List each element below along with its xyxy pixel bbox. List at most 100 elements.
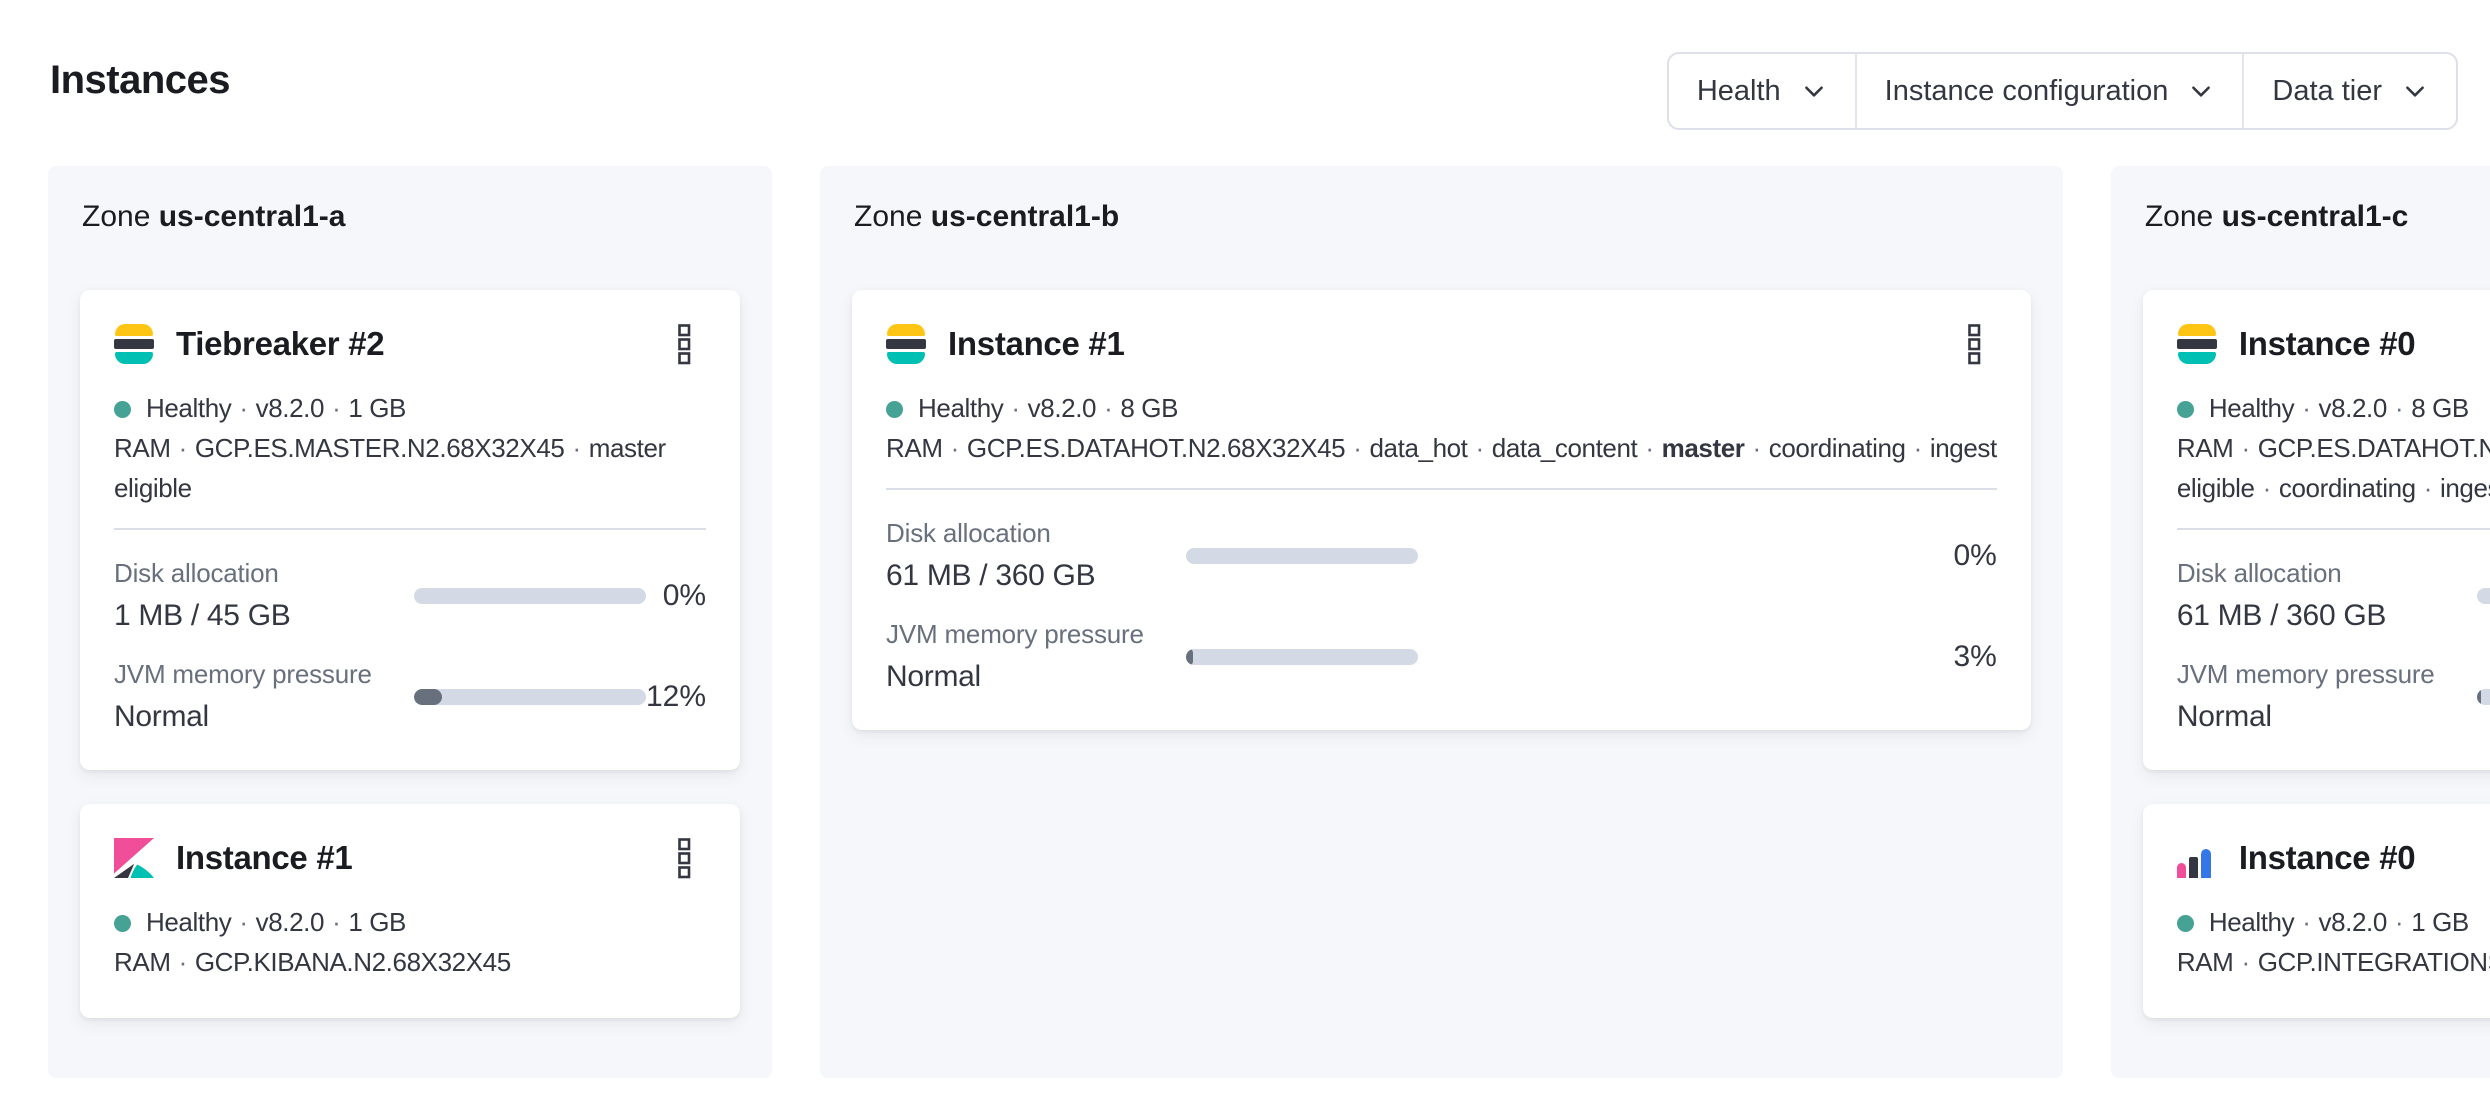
status-segment: 1 GB RAM [114, 393, 406, 463]
elasticsearch-logo-icon [114, 324, 154, 364]
filter-data-tier-button[interactable]: Data tier [2242, 54, 2456, 128]
instance-title: Instance #0 [2238, 839, 2416, 876]
instance-status: Healthy · v8.2.0 · 1 GB RAM · GCP.KIBANA.N2.68… [114, 907, 511, 977]
instance-menu-button[interactable] [1953, 322, 1997, 366]
disk-allocation-metric: Disk allocation 61 MB / 360 GB 0% [886, 518, 1997, 593]
page-header: Instances Health Instance configuration … [0, 0, 2490, 140]
page-title: Instances [50, 58, 231, 102]
status-segment: Healthy [2208, 907, 2295, 937]
zone-label: Zone us-central1-a [82, 200, 740, 234]
status-segment: 1 GB RAM [2176, 907, 2469, 977]
instance-status: Healthy · v8.2.0 · 8 GB RAM · GCP.ES.DATAHOT.N… [886, 393, 1997, 463]
filter-group: Health Instance configuration Data tier [1666, 52, 2458, 130]
metric-percent: 12% [646, 679, 707, 713]
health-status-dot [886, 401, 904, 418]
status-segment: GCP.ES.DATAHOT.N2.68X32X45 [2257, 433, 2490, 463]
filter-data-tier-label: Data tier [2272, 74, 2382, 107]
metric-label: JVM memory pressure [886, 619, 1144, 649]
status-segment: data_content [1491, 433, 1638, 463]
health-status-dot [114, 915, 131, 932]
instance-card: Tiebreaker #2 Healthy · v8.2.0 · 1 GB RAM · GC… [80, 290, 741, 770]
status-segment: v8.2.0 [2318, 907, 2387, 937]
card-divider [886, 488, 1997, 490]
kibana-logo-icon [114, 838, 154, 878]
status-segment: coordinating [2278, 473, 2416, 503]
zone-name: us-central1-a [158, 200, 346, 233]
metric-value: 61 MB / 360 GB [886, 559, 1096, 592]
disk-progress-bar [2476, 587, 2490, 604]
card-divider [114, 528, 707, 530]
jvm-memory-pressure-metric: JVM memory pressure Normal 3% [886, 619, 1997, 694]
progress-fill [1186, 648, 1193, 665]
elasticsearch-logo-icon [2176, 324, 2217, 364]
metric-label: Disk allocation [2176, 558, 2342, 588]
jvm-memory-pressure-metric: JVM memory pressure Normal 12% [114, 659, 706, 734]
health-status-dot [2176, 915, 2194, 932]
filter-instance-configuration-label: Instance configuration [1884, 74, 2169, 107]
status-segment: GCP.INTEGRATIONSSERVER.N2.68X32X45 [2257, 947, 2490, 977]
status-segment: 1 GB RAM [114, 907, 406, 977]
status-segment: ingest [2440, 473, 2490, 503]
status-segment: coordinating [1768, 433, 1906, 463]
chevron-down-icon [1804, 86, 1823, 97]
zones-container: Zone us-central1-a Tiebreaker #2 Healthy… [0, 166, 2490, 1078]
status-segment: v8.2.0 [255, 393, 325, 423]
metric-value: Normal [886, 660, 981, 693]
status-segment: GCP.ES.DATAHOT.N2.68X32X45 [966, 433, 1346, 463]
instance-card: Instance #0 Healthy · v8.2.0 · 8 GB RAM · GCP.… [2142, 290, 2490, 770]
elasticsearch-logo-icon [886, 324, 927, 364]
status-segment: 8 GB RAM [886, 393, 1179, 463]
boxes-vertical-icon [1968, 324, 1981, 365]
jvm-memory-pressure-metric: JVM memory pressure Normal 2% [2177, 659, 2490, 734]
zone-name: us-central1-b [930, 200, 1120, 233]
status-segment: 8 GB RAM [2176, 393, 2469, 463]
instance-menu-button[interactable] [662, 836, 706, 880]
health-status-dot [114, 401, 131, 418]
instance-title: Tiebreaker #2 [176, 325, 385, 362]
instance-card: Instance #1 Healthy · v8.2.0 · 8 GB RAM · GCP.… [852, 290, 2031, 730]
zone-label: Zone us-central1-b [854, 200, 2031, 234]
metric-value: 1 MB / 45 GB [114, 599, 291, 632]
instance-status: Healthy · v8.2.0 · 8 GB RAM · GCP.ES.DATAHOT.N… [2176, 388, 2490, 508]
status-segment: Healthy [146, 393, 232, 423]
disk-allocation-metric: Disk allocation 61 MB / 360 GB 0% [2177, 558, 2490, 633]
zone-column-us-central1-b: Zone us-central1-b Instance #1 Healthy · v… [820, 166, 2063, 1078]
filter-health-button[interactable]: Health [1669, 54, 1855, 128]
progress-fill [414, 688, 442, 705]
status-segment: Healthy [146, 907, 232, 937]
boxes-vertical-icon [677, 838, 690, 879]
status-segment: v8.2.0 [2318, 393, 2387, 423]
progress-fill [2476, 688, 2482, 705]
integrations-server-logo-icon [2176, 838, 2217, 878]
boxes-vertical-icon [677, 324, 690, 365]
status-segment: data_hot [1369, 433, 1468, 463]
status-segment: GCP.KIBANA.N2.68X32X45 [194, 947, 511, 977]
disk-progress-bar [1186, 547, 1419, 564]
zone-name: us-central1-c [2221, 200, 2409, 233]
card-divider [2176, 528, 2490, 530]
jvm-progress-bar [414, 688, 646, 705]
metric-percent: 0% [1953, 538, 1997, 572]
metric-label: JVM memory pressure [114, 659, 372, 689]
disk-progress-bar [414, 587, 646, 604]
metric-label: Disk allocation [886, 518, 1051, 548]
status-segment: master eligible [2176, 473, 2255, 503]
zone-column-us-central1-a: Zone us-central1-a Tiebreaker #2 Healthy… [48, 166, 773, 1078]
instance-status: Healthy·v8.2.0·1 GB RAM·GCP.INTEGRATIONS… [2176, 902, 2490, 982]
zone-label-prefix: Zone [854, 200, 923, 233]
status-segment: master [1661, 433, 1745, 463]
disk-allocation-metric: Disk allocation 1 MB / 45 GB 0% [114, 558, 706, 633]
zone-label-prefix: Zone [2144, 200, 2214, 233]
status-segment: GCP.ES.MASTER.N2.68X32X45 [194, 433, 565, 463]
status-segment: Healthy [2208, 393, 2295, 423]
instance-menu-button[interactable] [662, 322, 706, 366]
chevron-down-icon [2192, 86, 2211, 97]
status-segment: v8.2.0 [255, 907, 325, 937]
metric-label: Disk allocation [114, 558, 279, 588]
metric-percent: 0% [662, 578, 707, 612]
zone-label: Zone us-central1-c [2145, 200, 2490, 234]
filter-instance-configuration-button[interactable]: Instance configuration [1854, 54, 2243, 128]
metric-value: Normal [2176, 700, 2272, 733]
status-segment: v8.2.0 [1027, 393, 1097, 423]
status-segment: ingest [1929, 433, 1997, 463]
